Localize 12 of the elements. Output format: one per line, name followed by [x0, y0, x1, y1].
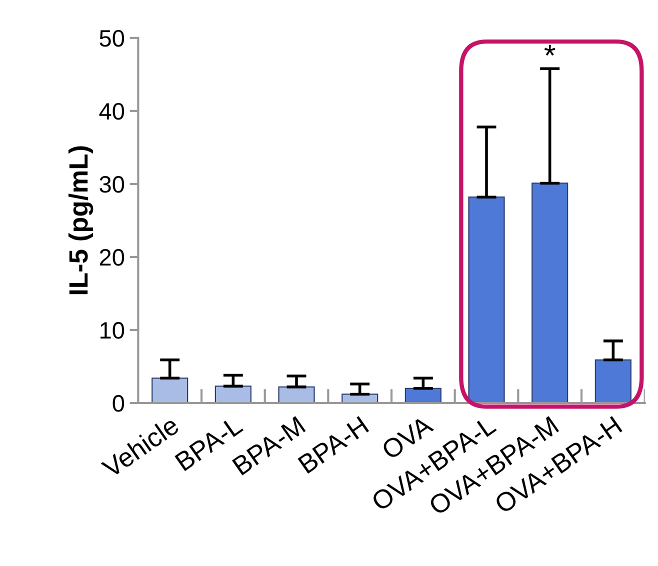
y-tick-label: 50	[100, 30, 124, 47]
bar	[532, 182, 568, 403]
bar	[594, 359, 632, 403]
bar	[468, 196, 505, 403]
y-tick-label: 20	[100, 249, 124, 266]
y-tick-label: 40	[99, 103, 124, 120]
y-axis-title: IL-5 (pg/mL)	[68, 146, 94, 294]
y-tick-label: 0	[112, 395, 124, 412]
bar	[152, 378, 188, 403]
y-tick-label: 10	[100, 322, 124, 339]
annotation: *	[544, 44, 556, 56]
y-tick-label: 30	[100, 176, 124, 193]
